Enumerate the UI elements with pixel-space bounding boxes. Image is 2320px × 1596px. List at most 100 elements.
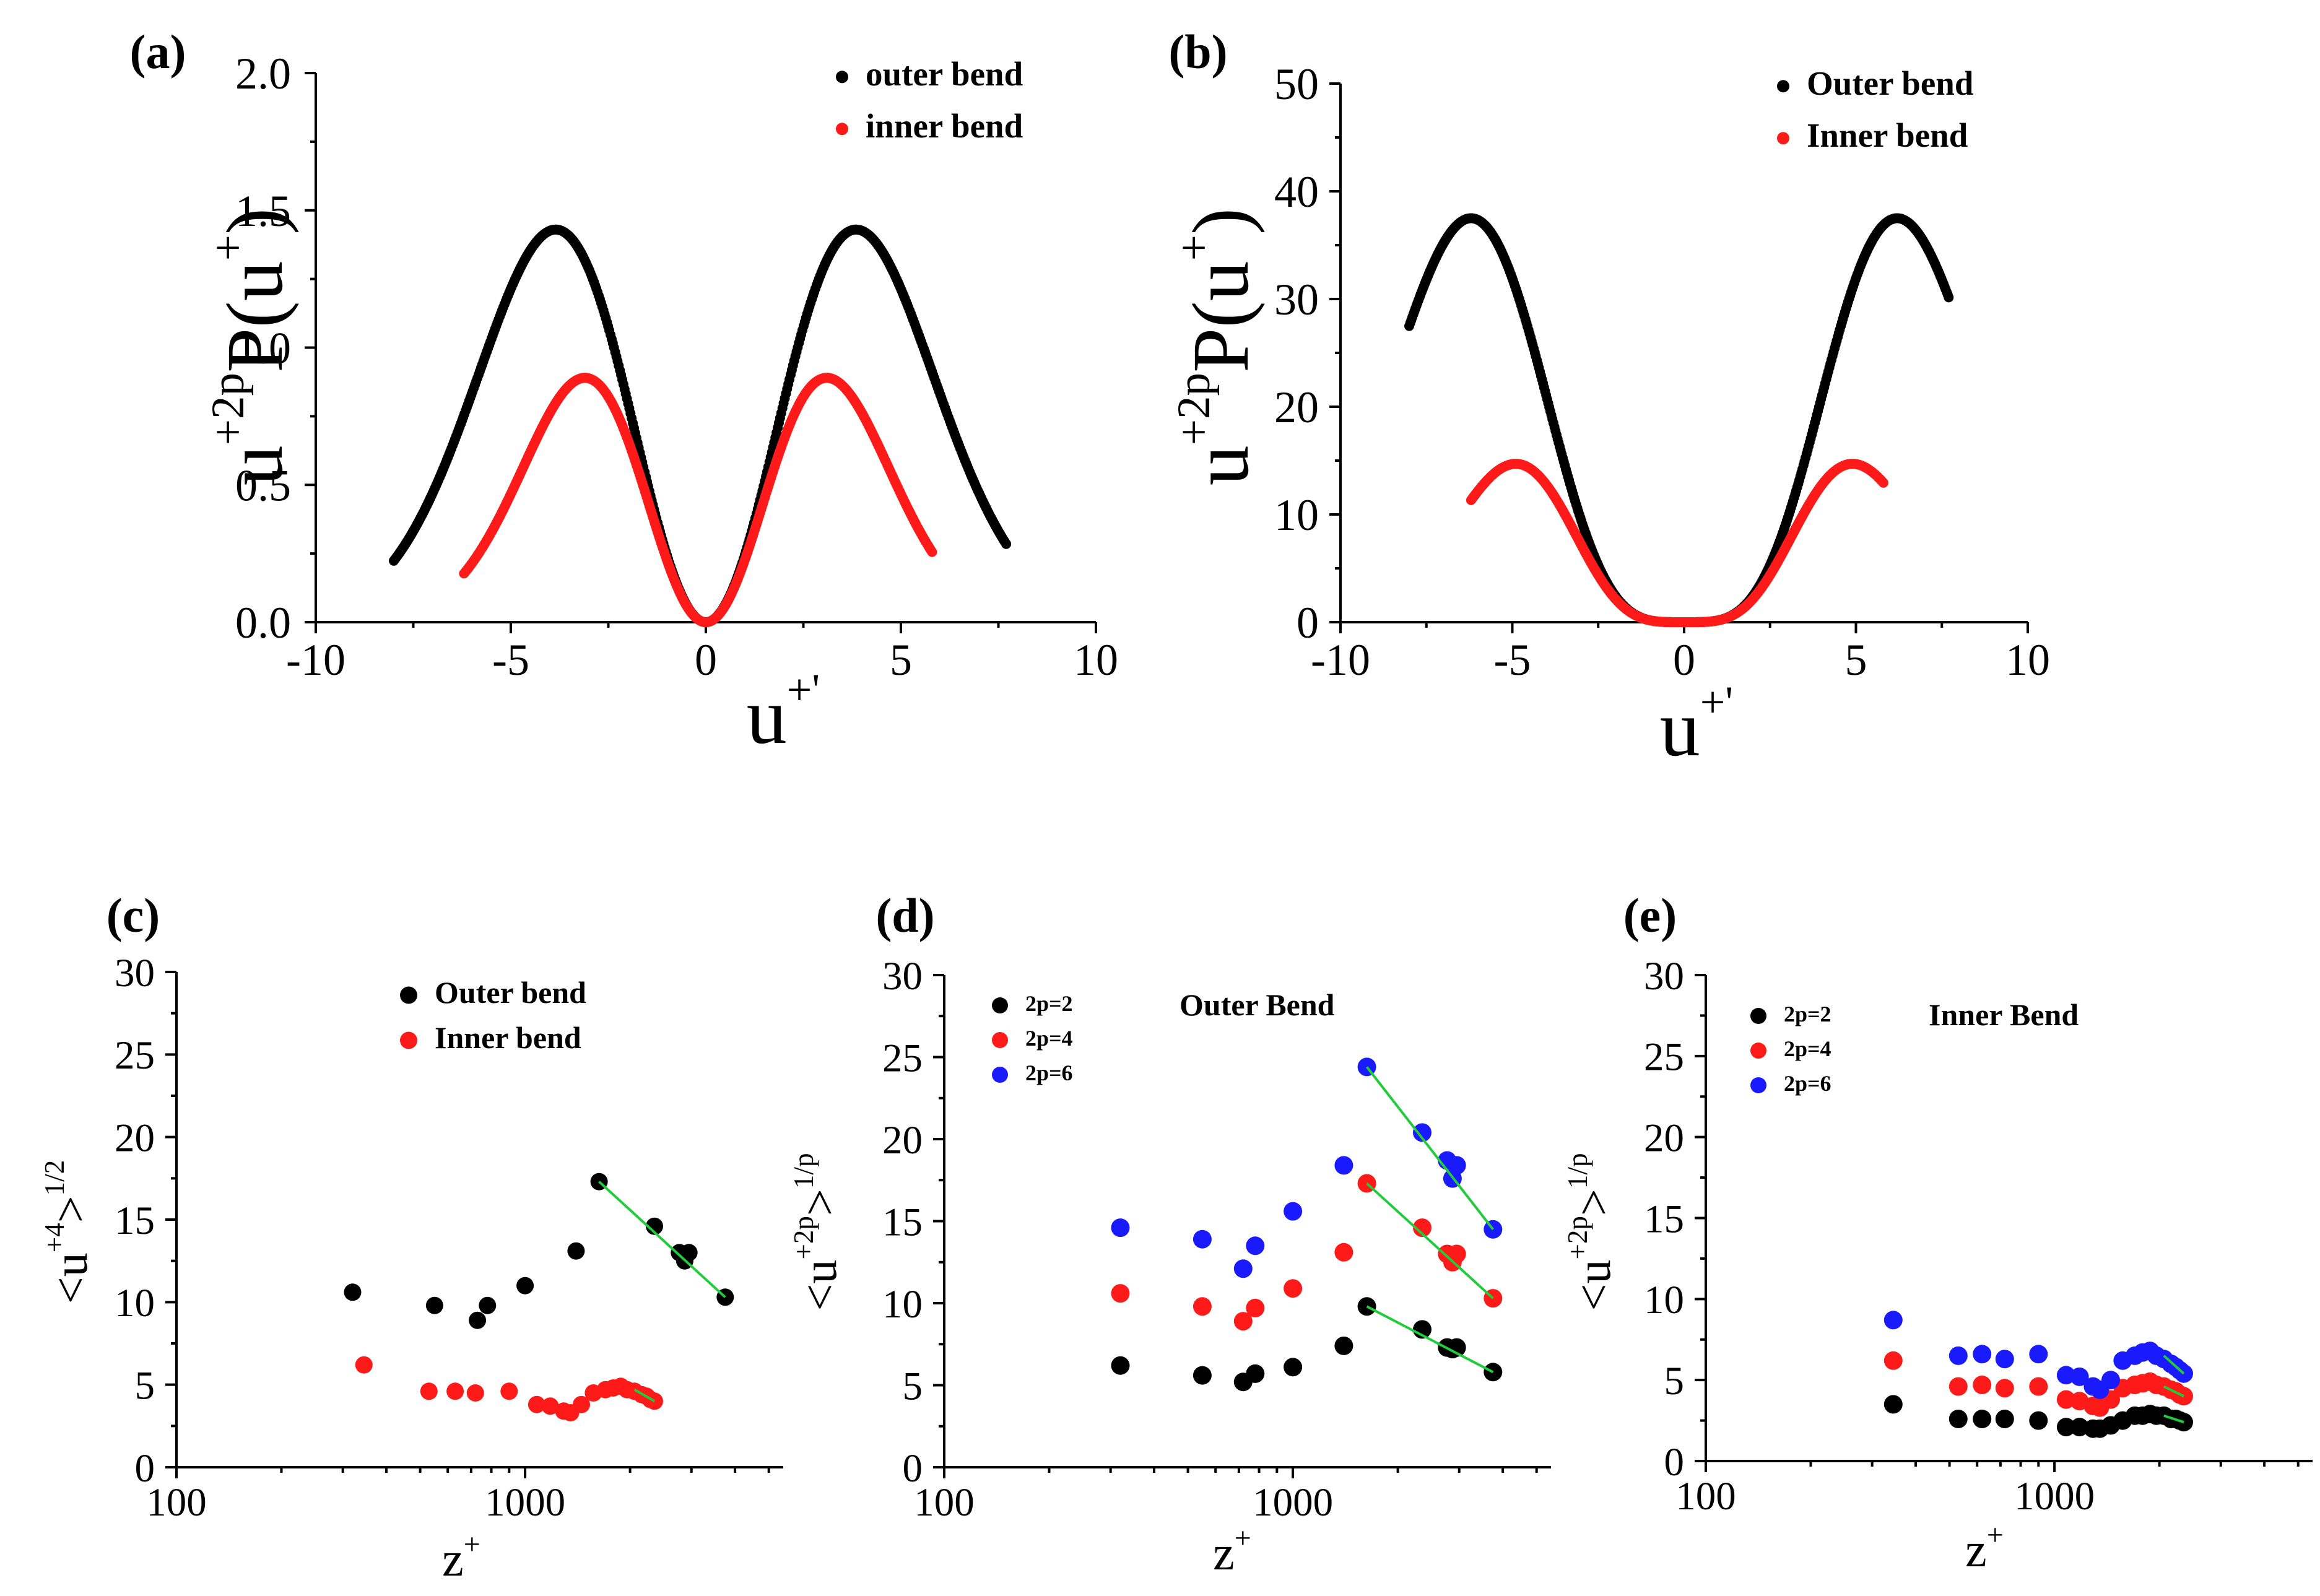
x-axis-label-sup: +' bbox=[1700, 677, 1734, 727]
x-axis-label-main: z bbox=[442, 1532, 464, 1586]
y-axis-label: u+2pP(u+) bbox=[202, 208, 300, 486]
legend-marker bbox=[1750, 1008, 1766, 1024]
x-tick-label: 1000 bbox=[485, 1480, 565, 1525]
data-point bbox=[927, 547, 937, 557]
series-3 bbox=[1883, 1311, 2193, 1399]
data-point bbox=[1193, 1230, 1212, 1249]
legend-label: Inner bend bbox=[435, 1020, 581, 1055]
data-point bbox=[2056, 1418, 2075, 1437]
legend-label: 2p=2 bbox=[1025, 991, 1073, 1016]
y-axis-label-sup: + bbox=[1168, 235, 1220, 261]
x-axis-label: z+ bbox=[1965, 1519, 2004, 1577]
y-tick-label: 20 bbox=[115, 1116, 155, 1160]
data-point bbox=[1944, 292, 1954, 303]
y-tick-label: 0 bbox=[135, 1446, 155, 1491]
legend-marker bbox=[836, 123, 848, 136]
data-point bbox=[680, 1244, 698, 1262]
y-axis-label-part: ) bbox=[1176, 208, 1266, 235]
chart-title: Inner Bend bbox=[1929, 997, 2079, 1032]
legend-label: 2p=6 bbox=[1025, 1060, 1073, 1085]
x-axis-label-main: z bbox=[1965, 1523, 1987, 1577]
series-2 bbox=[1466, 459, 1888, 627]
y-axis-label: <u+2p>1/p bbox=[1562, 1153, 1620, 1311]
panel-label: (c) bbox=[106, 888, 160, 942]
y-tick-label: 0 bbox=[1664, 1440, 1685, 1485]
fit-line bbox=[1366, 1182, 1494, 1299]
x-tick-label: 10 bbox=[2005, 635, 2050, 685]
series-1 bbox=[344, 1173, 734, 1329]
data-point bbox=[1447, 1244, 1466, 1264]
y-axis-label-part: <u bbox=[793, 1259, 846, 1311]
legend-label: 2p=2 bbox=[1784, 1002, 1831, 1026]
legend-marker bbox=[1750, 1043, 1766, 1059]
x-axis-label-main: u bbox=[1660, 684, 1700, 773]
x-tick-label: -10 bbox=[1311, 635, 1370, 685]
y-axis-label-sup: +4 bbox=[39, 1223, 70, 1252]
panel-label: (d) bbox=[875, 888, 934, 942]
data-point bbox=[1973, 1376, 1992, 1394]
legend-marker bbox=[400, 986, 417, 1004]
data-point bbox=[1284, 1202, 1303, 1221]
legend-label: 2p=4 bbox=[1784, 1036, 1831, 1061]
data-point bbox=[1246, 1298, 1265, 1317]
legend-label: Outer bend bbox=[435, 975, 586, 1010]
data-point bbox=[1233, 1312, 1253, 1331]
data-point bbox=[1995, 1410, 2014, 1428]
x-axis-label-sup: + bbox=[464, 1528, 480, 1561]
x-axis-label: z+ bbox=[442, 1528, 480, 1586]
y-axis-label-part: ) bbox=[211, 208, 300, 235]
x-tick-label: -5 bbox=[492, 635, 529, 685]
data-point bbox=[567, 1242, 585, 1260]
data-point bbox=[1193, 1297, 1212, 1316]
x-tick-label: 10 bbox=[1074, 635, 1118, 685]
x-tick-label: 5 bbox=[890, 635, 912, 685]
y-tick-label: 20 bbox=[1274, 383, 1319, 432]
fit-line bbox=[2163, 1355, 2185, 1375]
data-point bbox=[2029, 1377, 2048, 1396]
y-tick-label: 0.5 bbox=[235, 461, 291, 510]
x-tick-label: 0 bbox=[695, 635, 717, 685]
x-tick-label: 100 bbox=[146, 1480, 207, 1525]
data-point bbox=[1949, 1377, 1968, 1396]
y-tick-label: 2.0 bbox=[235, 49, 291, 98]
y-axis-label-part: > bbox=[793, 1189, 846, 1216]
legend-label: Outer bend bbox=[1807, 64, 1973, 102]
y-tick-label: 5 bbox=[903, 1364, 923, 1408]
data-point bbox=[1111, 1284, 1130, 1303]
data-point bbox=[541, 1397, 559, 1415]
data-point bbox=[446, 1382, 464, 1400]
y-tick-label: 10 bbox=[115, 1281, 155, 1325]
data-point bbox=[1233, 1259, 1253, 1278]
y-axis-label-part: > bbox=[1566, 1189, 1620, 1216]
data-point bbox=[344, 1283, 362, 1301]
y-axis-label-part: > bbox=[43, 1195, 97, 1223]
data-point bbox=[1284, 1358, 1303, 1377]
data-point bbox=[1949, 1346, 1968, 1365]
x-tick-label: 5 bbox=[1845, 635, 1867, 685]
y-tick-label: 50 bbox=[1274, 59, 1319, 109]
legend-marker bbox=[1750, 1077, 1766, 1093]
x-tick-label: -5 bbox=[1494, 635, 1531, 685]
y-axis-label-part: P(u bbox=[211, 261, 300, 373]
y-tick-label: 25 bbox=[882, 1036, 923, 1080]
data-point bbox=[1111, 1218, 1130, 1238]
series-1 bbox=[1111, 1297, 1503, 1392]
y-tick-label: 0 bbox=[903, 1446, 923, 1491]
y-axis-label-sup: 1/2 bbox=[39, 1160, 70, 1196]
y-tick-label: 1.0 bbox=[235, 324, 291, 373]
y-tick-label: 5 bbox=[1664, 1359, 1685, 1403]
y-axis-label-sup: +2p bbox=[1168, 373, 1220, 445]
data-point bbox=[2101, 1371, 2120, 1390]
data-point bbox=[1995, 1379, 2014, 1398]
series-1 bbox=[1883, 1395, 2193, 1438]
panel-label: (e) bbox=[1623, 888, 1677, 942]
y-tick-label: 20 bbox=[1644, 1116, 1684, 1160]
data-point bbox=[1973, 1345, 1992, 1364]
series-2 bbox=[1883, 1351, 2193, 1417]
data-point bbox=[1883, 1395, 1903, 1414]
data-point bbox=[1334, 1336, 1353, 1355]
y-tick-label: 15 bbox=[1644, 1197, 1684, 1241]
legend-marker bbox=[836, 71, 848, 84]
